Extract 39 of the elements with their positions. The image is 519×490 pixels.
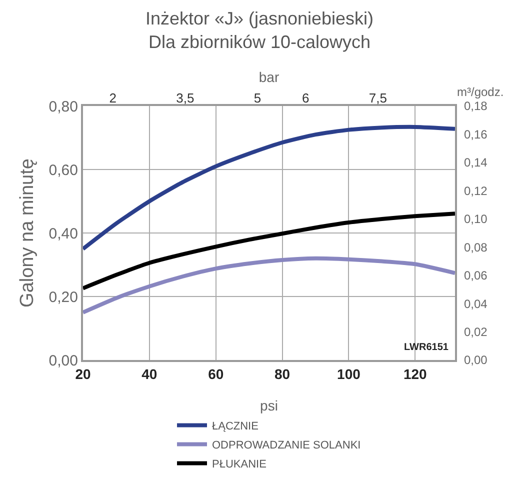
x2-tick-label: 2 <box>109 90 116 106</box>
legend-label: PŁUKANIE <box>212 458 266 471</box>
x2-tick-label: 3,5 <box>176 90 194 106</box>
line-series <box>83 256 455 314</box>
x-axis-title: psi <box>260 398 278 414</box>
y2-axis-title: m³/godz. <box>457 85 504 99</box>
chart-subtitle: Dla zbiorników 10-calowych <box>148 32 371 52</box>
legend-label: ŁĄCZNIE <box>212 420 258 433</box>
x2-axis-title: bar <box>258 69 280 85</box>
y-axis-title: Galony na minutę <box>17 158 38 308</box>
y2-tick-label: 0,06 <box>464 268 488 283</box>
x-tick-label: 80 <box>274 366 290 382</box>
x2-tick-label: 6 <box>302 90 310 106</box>
x2-tick-label: 7,5 <box>368 90 387 106</box>
y2-tick-label: 0,10 <box>464 212 488 226</box>
y2-tick-label: 0,00 <box>464 353 488 368</box>
x-tick-label: 20 <box>75 366 91 382</box>
legend-label: ODPROWADZANIE SOLANKI <box>212 440 361 452</box>
y2-tick-label: 0,18 <box>464 99 488 114</box>
y2-tick-label: 0,16 <box>464 127 488 142</box>
chart-title: Inżektor «J» (jasnoniebieski) <box>145 8 374 28</box>
line-series <box>83 124 455 251</box>
y2-tick-label: 0,02 <box>464 324 488 339</box>
x2-tick-label: 5 <box>254 90 262 106</box>
x-tick-label: 100 <box>337 366 361 382</box>
y-tick-label: 0,00 <box>48 352 78 370</box>
x-tick-label: 60 <box>208 366 224 382</box>
y-tick-label: 0,20 <box>48 288 78 306</box>
x-tick-label: 40 <box>142 366 158 382</box>
annotation: LWR6151 <box>404 342 449 353</box>
y2-tick-label: 0,04 <box>464 296 488 311</box>
line-series <box>83 212 455 290</box>
y-tick-label: 0,60 <box>48 162 78 179</box>
y2-tick-label: 0,08 <box>464 240 488 254</box>
y-tick-label: 0,80 <box>48 98 78 116</box>
y2-tick-label: 0,14 <box>464 156 488 170</box>
x-tick-label: 120 <box>403 366 428 382</box>
y2-tick-label: 0,12 <box>464 184 488 198</box>
y-tick-label: 0,40 <box>48 225 78 242</box>
